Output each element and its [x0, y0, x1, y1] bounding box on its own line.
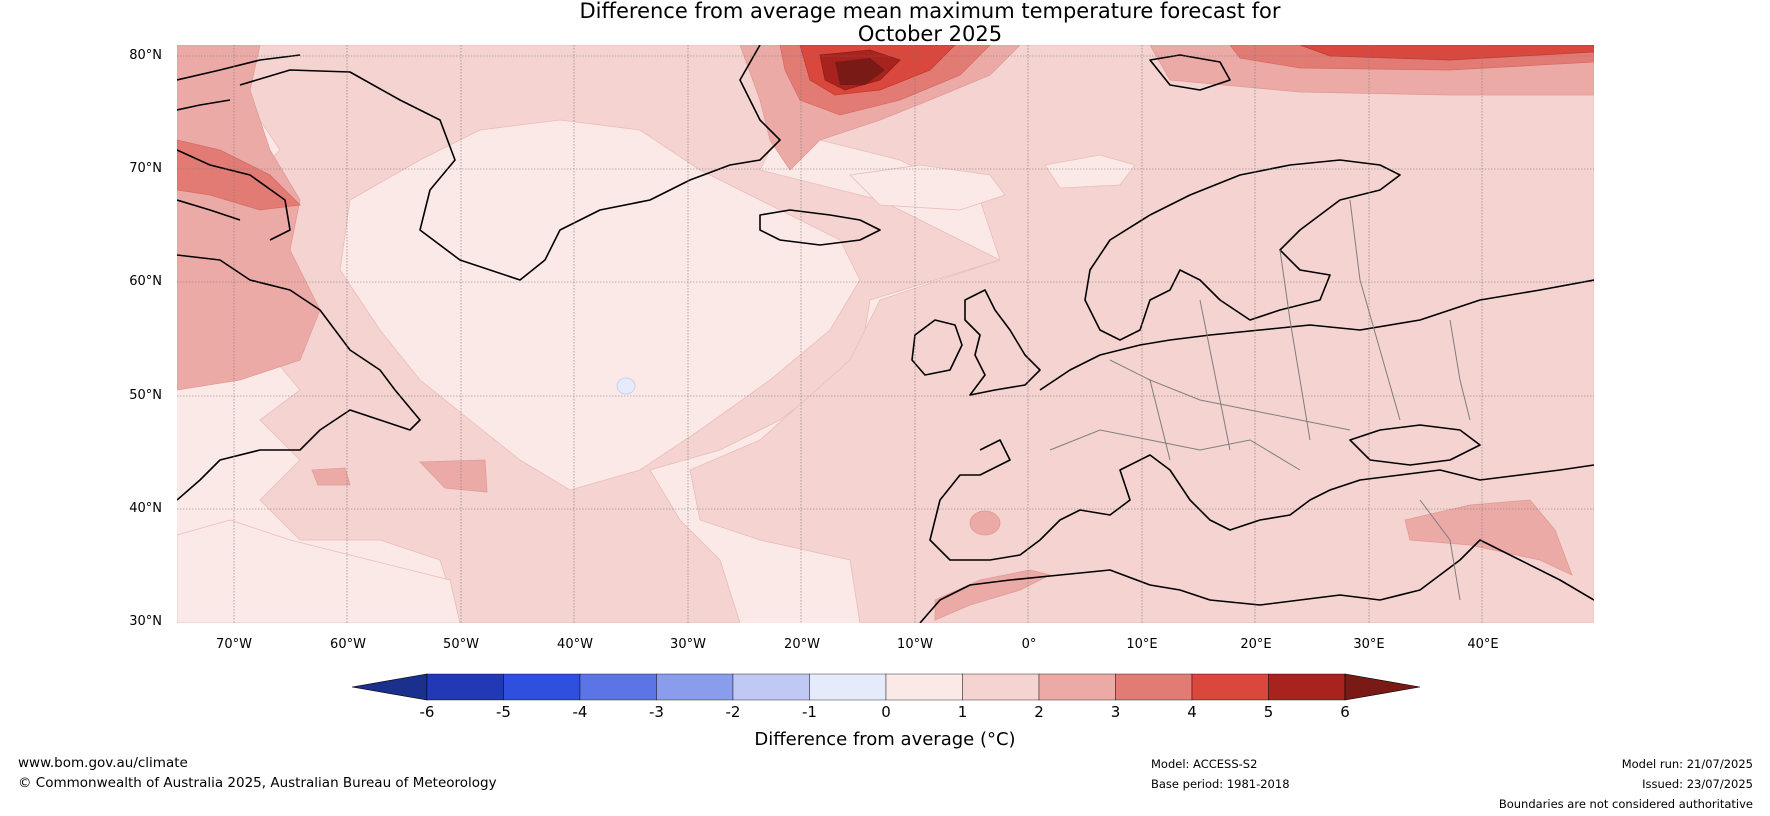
anomaly-region-0-1-iceland: [849, 164, 1006, 211]
anomaly-region-2-3-turkey: [1404, 499, 1573, 576]
lon-label: 20°W: [784, 637, 820, 652]
anomaly-region-0-1-atlantic: [339, 119, 861, 491]
colorbar-bin: [885, 673, 963, 701]
coastline-britain: [964, 289, 1041, 396]
coastline-baffin: [177, 54, 301, 241]
lon-label: 40°E: [1467, 637, 1499, 652]
anomaly-region-2-3-west: [177, 45, 321, 391]
map-area: [177, 45, 1594, 623]
anomaly-region-2-3-atlantic: [419, 459, 488, 493]
lon-label: 50°W: [443, 637, 479, 652]
issued-date: Issued: 23/07/2025: [1642, 777, 1753, 791]
colorbar-title: Difference from average (°C): [754, 729, 1016, 750]
lon-label: 20°E: [1240, 637, 1272, 652]
model-name: Model: ACCESS-S2: [1151, 757, 1258, 771]
colorbar-bin: [732, 673, 810, 701]
colorbar-tick-label: 6: [1340, 703, 1350, 721]
colorbar-bin: [809, 673, 887, 701]
colorbar-tick-label: -2: [725, 703, 741, 721]
lon-label: 30°W: [670, 637, 706, 652]
boundaries-disclaimer: Boundaries are not considered authoritat…: [1498, 797, 1753, 811]
colorbar-tick-label: -5: [496, 703, 511, 721]
coastline-greenland: [239, 45, 781, 281]
title-line-1: Difference from average mean maximum tem…: [579, 0, 1281, 23]
lon-label: 0°: [1021, 637, 1037, 652]
chart-title: Difference from average mean maximum tem…: [480, 0, 1380, 46]
lon-label: 70°W: [216, 637, 252, 652]
colorbar-extend-high: [1344, 673, 1421, 701]
coastline-north-africa: [919, 539, 1594, 623]
base-period: Base period: 1981-2018: [1151, 777, 1290, 791]
colorbar-bin: [1038, 673, 1116, 701]
colorbar-tick-label: 0: [881, 703, 891, 721]
colorbar-extend-low: [351, 673, 428, 701]
colorbar-tick-label: -4: [572, 703, 588, 721]
copyright: © Commonwealth of Australia 2025, Austra…: [18, 775, 497, 791]
lon-label: 40°W: [557, 637, 593, 652]
lat-label: 40°N: [129, 501, 162, 516]
lat-label: 80°N: [129, 48, 162, 63]
colorbar-bin: [656, 673, 734, 701]
country-borders: [1049, 199, 1471, 601]
colorbar-tick-label: -3: [649, 703, 664, 721]
anomaly-region-2-3-labrador: [311, 467, 351, 486]
colorbar-tick-label: -1: [802, 703, 817, 721]
lat-label: 50°N: [129, 388, 162, 403]
colorbar-tick-label: 5: [1263, 703, 1274, 721]
colorbar-bin: [962, 673, 1040, 701]
colorbar-bin: [1191, 673, 1269, 701]
colorbar-tick-label: 3: [1110, 703, 1121, 721]
colorbar-tick-label: 4: [1187, 703, 1197, 721]
lon-label: 30°E: [1353, 637, 1385, 652]
coastline-ireland: [911, 319, 963, 376]
anomaly-region-6-plus: [835, 58, 885, 85]
anomaly-region-3-4-baffin: [177, 139, 301, 211]
colorbar-tick-label: 1: [957, 703, 968, 721]
colorbar-bin: [1268, 673, 1346, 701]
coastline-labrador: [177, 254, 421, 501]
anomaly-region-0-1-norway-sea: [1044, 154, 1136, 189]
anomaly-region-2-3-spain: [969, 510, 1001, 536]
coastline-svalbard: [1149, 54, 1231, 91]
title-line-2: October 2025: [857, 22, 1003, 46]
coastline-iceland: [759, 209, 881, 246]
lat-label: 30°N: [129, 614, 162, 629]
model-run-date: Model run: 21/07/2025: [1621, 757, 1753, 771]
anomaly-region-0-1-south: [177, 519, 461, 623]
coastline-black-sea: [1349, 424, 1481, 466]
colorbar-tick-label: -6: [419, 703, 435, 721]
lon-label: 10°W: [897, 637, 933, 652]
colorbar-bin: [579, 673, 657, 701]
lat-label: 60°N: [129, 274, 162, 289]
colorbar: [351, 673, 1421, 701]
colorbar-bin: [426, 673, 504, 701]
anomaly-region-negative-pocket: [616, 377, 636, 395]
lon-label: 60°W: [330, 637, 366, 652]
graticule: [177, 45, 1594, 623]
source-url: www.bom.gov.au/climate: [18, 755, 188, 771]
colorbar-bin: [503, 673, 581, 701]
colorbar-bin: [1115, 673, 1193, 701]
lat-label: 70°N: [129, 161, 162, 176]
coastline-continent: [929, 279, 1594, 561]
lon-label: 10°E: [1126, 637, 1158, 652]
colorbar-tick-label: 2: [1034, 703, 1044, 721]
anomaly-region-2-3-north-africa: [934, 569, 1052, 621]
